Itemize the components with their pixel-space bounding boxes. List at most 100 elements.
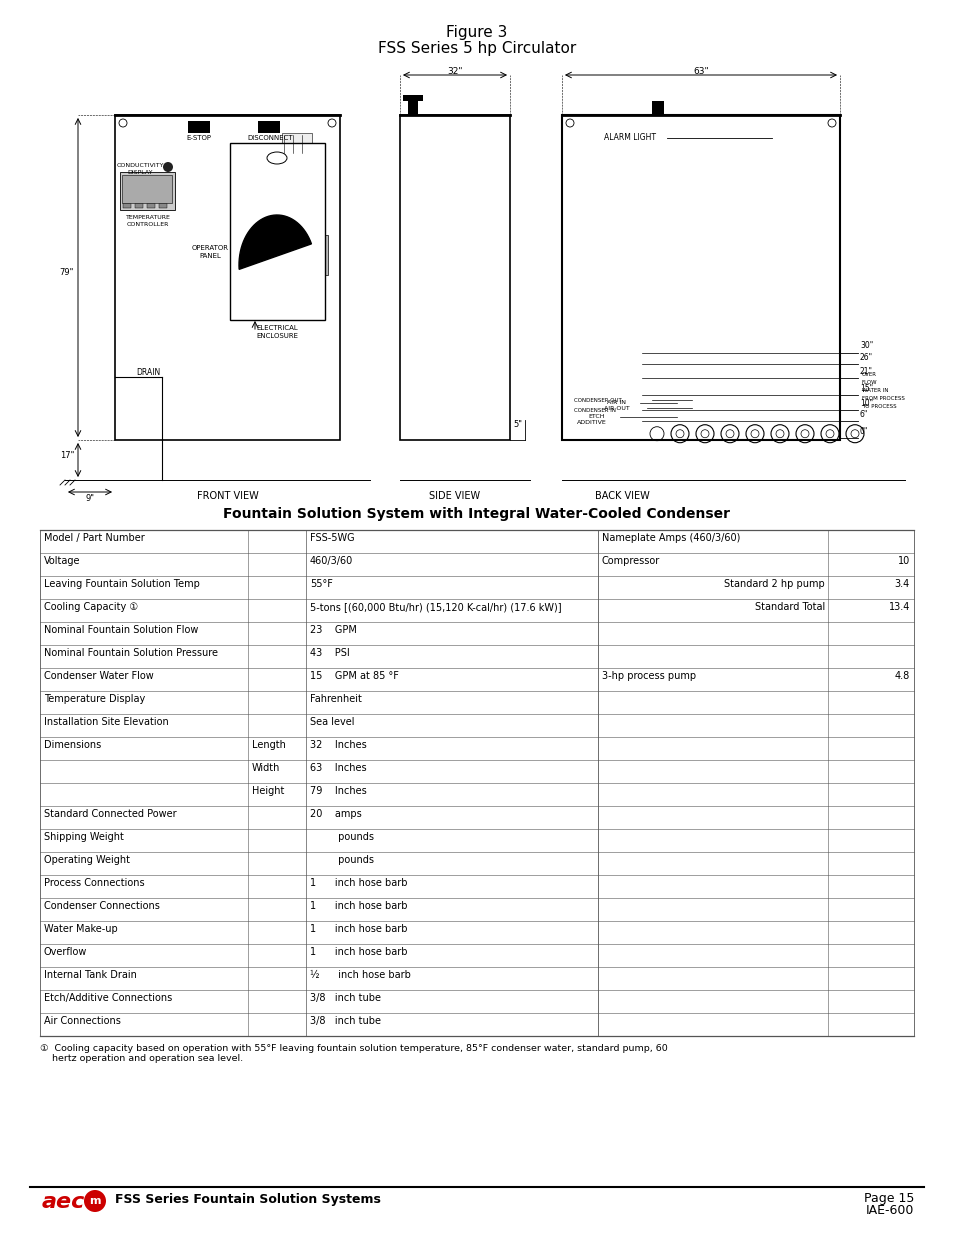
Text: Nominal Fountain Solution Pressure: Nominal Fountain Solution Pressure: [44, 648, 218, 658]
Text: Water Make-up: Water Make-up: [44, 924, 117, 934]
Text: pounds: pounds: [310, 832, 374, 842]
Text: 3-hp process pump: 3-hp process pump: [601, 671, 696, 680]
Text: E-STOP: E-STOP: [186, 135, 212, 141]
Text: 9": 9": [86, 494, 94, 503]
Text: 6": 6": [859, 410, 867, 419]
Text: ELECTRICAL: ELECTRICAL: [255, 325, 297, 331]
Text: WATER IN: WATER IN: [862, 388, 887, 393]
Text: pounds: pounds: [310, 855, 374, 864]
Text: 5-tons [(60,000 Btu/hr) (15,120 K-cal/hr) (17.6 kW)]: 5-tons [(60,000 Btu/hr) (15,120 K-cal/hr…: [310, 601, 561, 613]
Text: 63    Inches: 63 Inches: [310, 763, 366, 773]
Text: 1      inch hose barb: 1 inch hose barb: [310, 947, 407, 957]
Text: 10": 10": [859, 399, 872, 408]
Text: CONDUCTIVITY: CONDUCTIVITY: [116, 163, 164, 168]
Bar: [115, 115, 339, 440]
Text: Voltage: Voltage: [44, 556, 80, 566]
Text: DISPLAY: DISPLAY: [127, 170, 152, 175]
Bar: [122, 175, 172, 203]
Text: 30": 30": [859, 342, 872, 351]
Bar: [402, 95, 422, 101]
Text: aec: aec: [42, 1192, 85, 1212]
Bar: [159, 203, 167, 207]
Text: Length: Length: [252, 740, 286, 750]
Text: Compressor: Compressor: [601, 556, 659, 566]
Text: CONDENSER OUT: CONDENSER OUT: [574, 398, 621, 403]
Text: Temperature Display: Temperature Display: [44, 694, 145, 704]
Text: Fahrenheit: Fahrenheit: [310, 694, 361, 704]
Text: ADDITIVE: ADDITIVE: [577, 420, 606, 425]
Text: DISCONNECT: DISCONNECT: [247, 135, 293, 141]
Text: Nameplate Amps (460/3/60): Nameplate Amps (460/3/60): [601, 534, 740, 543]
Text: ALARM LIGHT: ALARM LIGHT: [603, 133, 656, 142]
Text: Condenser Water Flow: Condenser Water Flow: [44, 671, 153, 680]
Text: BACK VIEW: BACK VIEW: [594, 492, 649, 501]
Text: Standard 2 hp pump: Standard 2 hp pump: [723, 579, 824, 589]
Text: Cooling Capacity ①: Cooling Capacity ①: [44, 601, 138, 613]
Bar: [399, 115, 510, 440]
Text: AIR OUT: AIR OUT: [603, 405, 629, 410]
Text: Installation Site Elevation: Installation Site Elevation: [44, 718, 169, 727]
Bar: [651, 101, 663, 115]
Text: OPERATOR: OPERATOR: [192, 245, 229, 251]
Text: TO PROCESS: TO PROCESS: [862, 404, 896, 409]
Text: CONDENSER IN: CONDENSER IN: [574, 408, 616, 412]
Text: Operating Weight: Operating Weight: [44, 855, 130, 864]
Bar: [257, 121, 280, 133]
Bar: [147, 203, 154, 207]
Text: Standard Total: Standard Total: [754, 601, 824, 613]
Text: Standard Connected Power: Standard Connected Power: [44, 809, 176, 819]
Text: 21": 21": [859, 367, 872, 377]
Text: CONTROLLER: CONTROLLER: [127, 222, 169, 227]
Text: 4.8: 4.8: [894, 671, 909, 680]
Bar: [230, 143, 325, 320]
Text: Air Connections: Air Connections: [44, 1016, 121, 1026]
Text: ETCH: ETCH: [588, 414, 604, 419]
Bar: [120, 172, 174, 210]
Text: 17": 17": [59, 452, 74, 461]
Bar: [123, 203, 131, 207]
Text: 3/8   inch tube: 3/8 inch tube: [310, 993, 380, 1003]
Text: 63": 63": [693, 67, 708, 77]
Text: 79": 79": [59, 268, 74, 277]
Text: Page 15: Page 15: [862, 1192, 913, 1205]
Text: FRONT VIEW: FRONT VIEW: [196, 492, 258, 501]
Text: SIDE VIEW: SIDE VIEW: [429, 492, 480, 501]
Text: 15    GPM at 85 °F: 15 GPM at 85 °F: [310, 671, 398, 680]
Bar: [135, 203, 143, 207]
Text: DRAIN: DRAIN: [135, 368, 160, 377]
Text: 5": 5": [513, 420, 521, 429]
Text: Figure 3: Figure 3: [446, 25, 507, 40]
Polygon shape: [239, 215, 311, 269]
Text: Process Connections: Process Connections: [44, 878, 145, 888]
Bar: [282, 133, 312, 156]
Text: 1      inch hose barb: 1 inch hose barb: [310, 878, 407, 888]
Text: FSS-5WG: FSS-5WG: [310, 534, 355, 543]
Bar: [188, 121, 210, 133]
Text: Leaving Fountain Solution Temp: Leaving Fountain Solution Temp: [44, 579, 200, 589]
Text: 79    Inches: 79 Inches: [310, 785, 366, 797]
Text: FROM PROCESS: FROM PROCESS: [862, 396, 904, 401]
Text: 26": 26": [859, 353, 872, 362]
Text: Etch/Additive Connections: Etch/Additive Connections: [44, 993, 172, 1003]
Text: ½      inch hose barb: ½ inch hose barb: [310, 969, 411, 981]
Text: Height: Height: [252, 785, 284, 797]
Text: FSS Series Fountain Solution Systems: FSS Series Fountain Solution Systems: [115, 1193, 380, 1207]
Text: 32": 32": [447, 67, 462, 77]
Text: TEMPERATURE: TEMPERATURE: [126, 215, 171, 220]
Text: 55°F: 55°F: [310, 579, 333, 589]
Text: Shipping Weight: Shipping Weight: [44, 832, 124, 842]
Text: 460/3/60: 460/3/60: [310, 556, 353, 566]
Text: Overflow: Overflow: [44, 947, 88, 957]
Text: 32    Inches: 32 Inches: [310, 740, 366, 750]
Text: Fountain Solution System with Integral Water-Cooled Condenser: Fountain Solution System with Integral W…: [223, 508, 730, 521]
Text: 3.4: 3.4: [894, 579, 909, 589]
Text: Width: Width: [252, 763, 280, 773]
Bar: [408, 101, 417, 115]
Text: IAE-600: IAE-600: [864, 1204, 913, 1216]
Text: OVER: OVER: [862, 372, 876, 377]
Text: 23    GPM: 23 GPM: [310, 625, 356, 635]
Text: 3/8   inch tube: 3/8 inch tube: [310, 1016, 380, 1026]
Text: ENCLOSURE: ENCLOSURE: [255, 333, 297, 338]
Text: Model / Part Number: Model / Part Number: [44, 534, 145, 543]
Text: Dimensions: Dimensions: [44, 740, 101, 750]
